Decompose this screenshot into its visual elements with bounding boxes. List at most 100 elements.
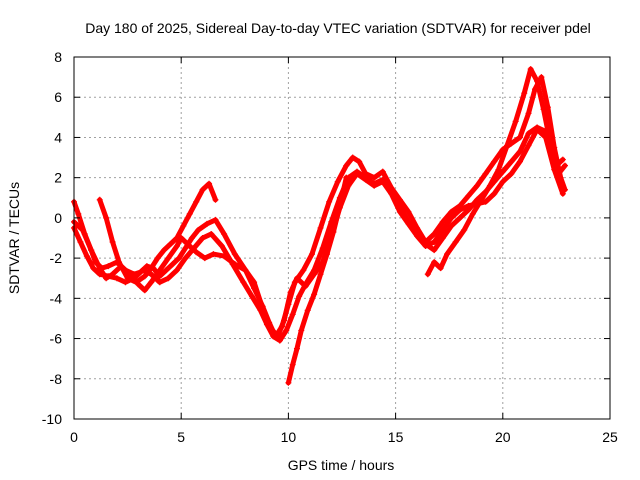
data-point-marker — [538, 74, 545, 81]
data-point-marker — [544, 104, 551, 111]
data-point-marker — [274, 333, 281, 340]
data-point-marker — [293, 345, 300, 352]
data-point-marker — [508, 170, 515, 177]
data-point-marker — [141, 287, 148, 294]
data-point-marker — [268, 325, 275, 332]
series-trace — [71, 74, 568, 340]
data-point-marker — [534, 126, 541, 133]
data-point-marker — [317, 271, 324, 278]
data-point-marker — [448, 208, 455, 215]
data-point-marker — [221, 253, 228, 260]
data-point-marker — [540, 106, 547, 113]
data-series — [71, 66, 568, 386]
y-tick-label: 2 — [54, 170, 62, 186]
series-track-f — [424, 66, 566, 278]
data-point-marker — [77, 239, 84, 246]
y-tick-label: 6 — [54, 89, 62, 105]
data-point-marker — [188, 235, 195, 241]
data-point-marker — [516, 158, 523, 165]
data-point-marker — [486, 182, 493, 189]
data-point-marker — [424, 271, 431, 278]
data-point-marker — [195, 226, 202, 233]
data-point-marker — [184, 241, 191, 248]
data-point-marker — [431, 247, 438, 254]
x-axis-label: GPS time / hours — [288, 457, 395, 473]
data-point-marker — [83, 253, 90, 260]
data-point-marker — [109, 239, 116, 246]
data-point-marker — [356, 158, 363, 165]
data-point-marker — [148, 279, 155, 286]
data-point-marker — [521, 90, 528, 97]
data-point-marker — [444, 251, 451, 258]
data-point-marker — [495, 166, 502, 173]
data-point-marker — [499, 178, 506, 185]
data-point-marker — [231, 251, 238, 258]
data-point-marker — [439, 235, 446, 241]
data-point-marker — [448, 222, 455, 229]
data-point-marker — [525, 130, 532, 137]
series-track-a — [71, 74, 568, 340]
y-tick-label: -4 — [50, 290, 63, 306]
data-point-marker — [173, 243, 180, 250]
data-point-marker — [165, 275, 172, 282]
data-point-marker — [439, 218, 446, 225]
x-tick-label: 25 — [602, 429, 618, 445]
data-point-marker — [199, 235, 206, 241]
data-point-marker — [251, 279, 258, 286]
data-point-marker — [482, 198, 489, 205]
data-point-marker — [534, 78, 541, 85]
data-point-marker — [371, 182, 378, 189]
data-point-marker — [388, 190, 395, 197]
data-point-marker — [456, 214, 463, 221]
data-point-marker — [122, 279, 129, 286]
data-point-marker — [116, 259, 123, 266]
data-point-marker — [504, 142, 511, 149]
data-point-marker — [203, 220, 210, 227]
y-axis-label: SDTVAR / TECUs — [6, 182, 22, 294]
data-point-marker — [109, 271, 116, 278]
data-point-marker — [287, 289, 294, 296]
data-point-marker — [362, 176, 369, 183]
y-tick-label: 0 — [54, 210, 62, 226]
data-point-marker — [343, 162, 350, 169]
y-tick-label: -2 — [50, 250, 63, 266]
data-point-marker — [210, 251, 217, 258]
data-point-marker — [448, 214, 455, 221]
data-point-marker — [167, 241, 174, 248]
data-point-marker — [289, 361, 296, 368]
data-point-marker — [512, 118, 519, 125]
data-point-marker — [173, 267, 180, 274]
data-point-marker — [276, 337, 283, 344]
data-point-marker — [293, 275, 300, 282]
data-point-marker — [218, 243, 225, 250]
data-point-marker — [334, 178, 341, 185]
y-tick-label: -8 — [50, 371, 63, 387]
axis-ticks: 0 5 10 15 20 25 -10 -8 -6 -4 -2 0 2 4 6 8 — [42, 49, 618, 445]
data-point-marker — [96, 265, 103, 272]
data-point-marker — [302, 283, 309, 290]
data-point-marker — [193, 249, 200, 256]
y-tick-label: 4 — [54, 129, 62, 145]
data-point-marker — [199, 186, 206, 193]
data-point-marker — [180, 222, 187, 229]
data-point-marker — [371, 174, 378, 181]
series-trace — [97, 181, 219, 285]
data-point-marker — [379, 168, 386, 175]
data-point-marker — [508, 158, 515, 165]
data-point-marker — [431, 259, 438, 266]
data-point-marker — [482, 170, 489, 177]
data-point-marker — [499, 168, 506, 175]
data-point-marker — [311, 291, 318, 298]
data-point-marker — [478, 196, 485, 203]
x-tick-label: 10 — [281, 429, 297, 445]
chart-title: Day 180 of 2025, Sidereal Day-to-day VTE… — [85, 20, 591, 36]
x-tick-label: 0 — [70, 429, 78, 445]
data-point-marker — [551, 166, 558, 173]
data-point-marker — [330, 228, 337, 235]
data-point-marker — [527, 66, 534, 73]
data-point-marker — [405, 220, 412, 227]
data-point-marker — [516, 148, 523, 155]
data-point-marker — [323, 251, 330, 258]
data-point-marker — [169, 261, 176, 268]
